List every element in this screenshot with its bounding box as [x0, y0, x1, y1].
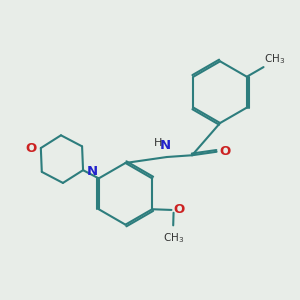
Text: CH$_3$: CH$_3$ — [264, 52, 285, 66]
Text: N: N — [160, 140, 171, 152]
Text: CH$_3$: CH$_3$ — [163, 231, 184, 245]
Text: O: O — [219, 145, 231, 158]
Text: O: O — [26, 142, 37, 154]
Text: H: H — [154, 138, 162, 148]
Text: N: N — [87, 165, 98, 178]
Text: O: O — [173, 203, 184, 216]
